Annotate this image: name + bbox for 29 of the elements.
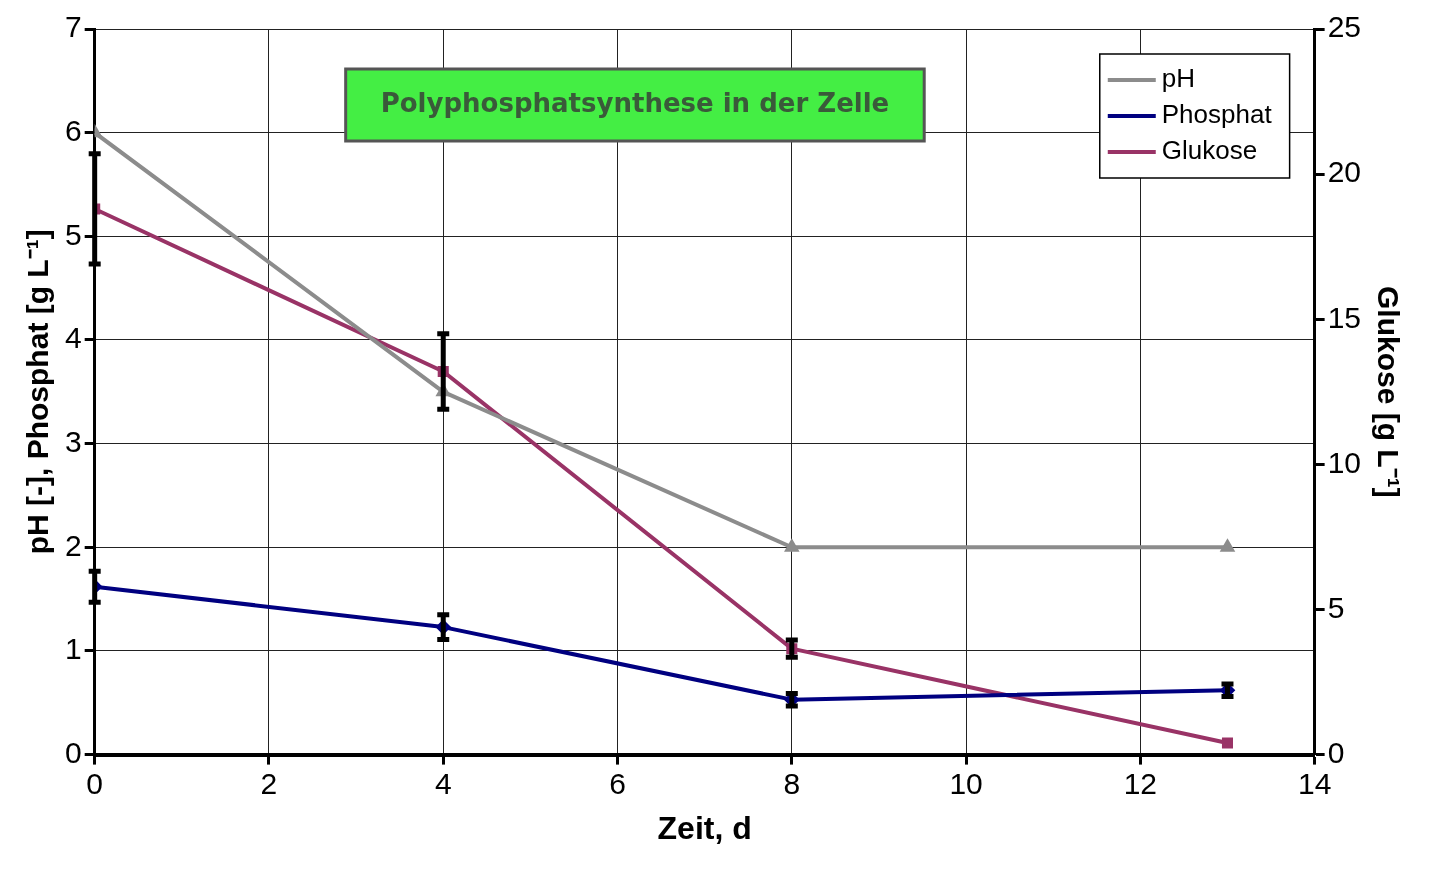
y2-tick-label: 10 — [1327, 445, 1362, 479]
y-tick-label: 6 — [65, 113, 82, 147]
legend-label: Glukose — [1161, 135, 1258, 166]
y-tick-label: 3 — [65, 424, 82, 458]
x-tick-label: 0 — [86, 766, 104, 800]
x-tick-label: 2 — [260, 766, 278, 800]
legend-label: pH — [1161, 63, 1196, 94]
y-tick-label: 2 — [65, 528, 82, 562]
y2-tick-label: 15 — [1327, 300, 1362, 334]
y2-tick-label: 0 — [1327, 735, 1345, 769]
x-tick-label: 8 — [783, 766, 801, 800]
y-tick-label: 0 — [65, 735, 82, 769]
x-tick-label: 12 — [1123, 766, 1158, 800]
x-axis-title: Zeit, d — [657, 809, 752, 846]
legend-label: Phosphat — [1161, 99, 1273, 130]
y2-tick-label: 5 — [1327, 590, 1345, 624]
x-tick-label: 6 — [609, 766, 626, 800]
y-tick-label: 4 — [65, 321, 82, 355]
y-tick-label: 1 — [65, 632, 82, 666]
x-tick-label: 10 — [949, 766, 983, 800]
y2-axis-title: Glukose [g L⁻¹] — [1371, 285, 1405, 498]
x-tick-label: 4 — [434, 766, 452, 800]
y2-tick-label: 25 — [1327, 10, 1362, 44]
x-tick-label: 14 — [1297, 766, 1332, 800]
y2-tick-label: 20 — [1327, 155, 1362, 189]
y-tick-label: 7 — [65, 10, 82, 44]
text: Polyphosphatsynthese in der Zelle — [380, 87, 890, 118]
y-tick-label: 5 — [65, 217, 82, 251]
y-axis-title: pH [-], Phosphat [g L⁻¹] — [21, 229, 55, 555]
